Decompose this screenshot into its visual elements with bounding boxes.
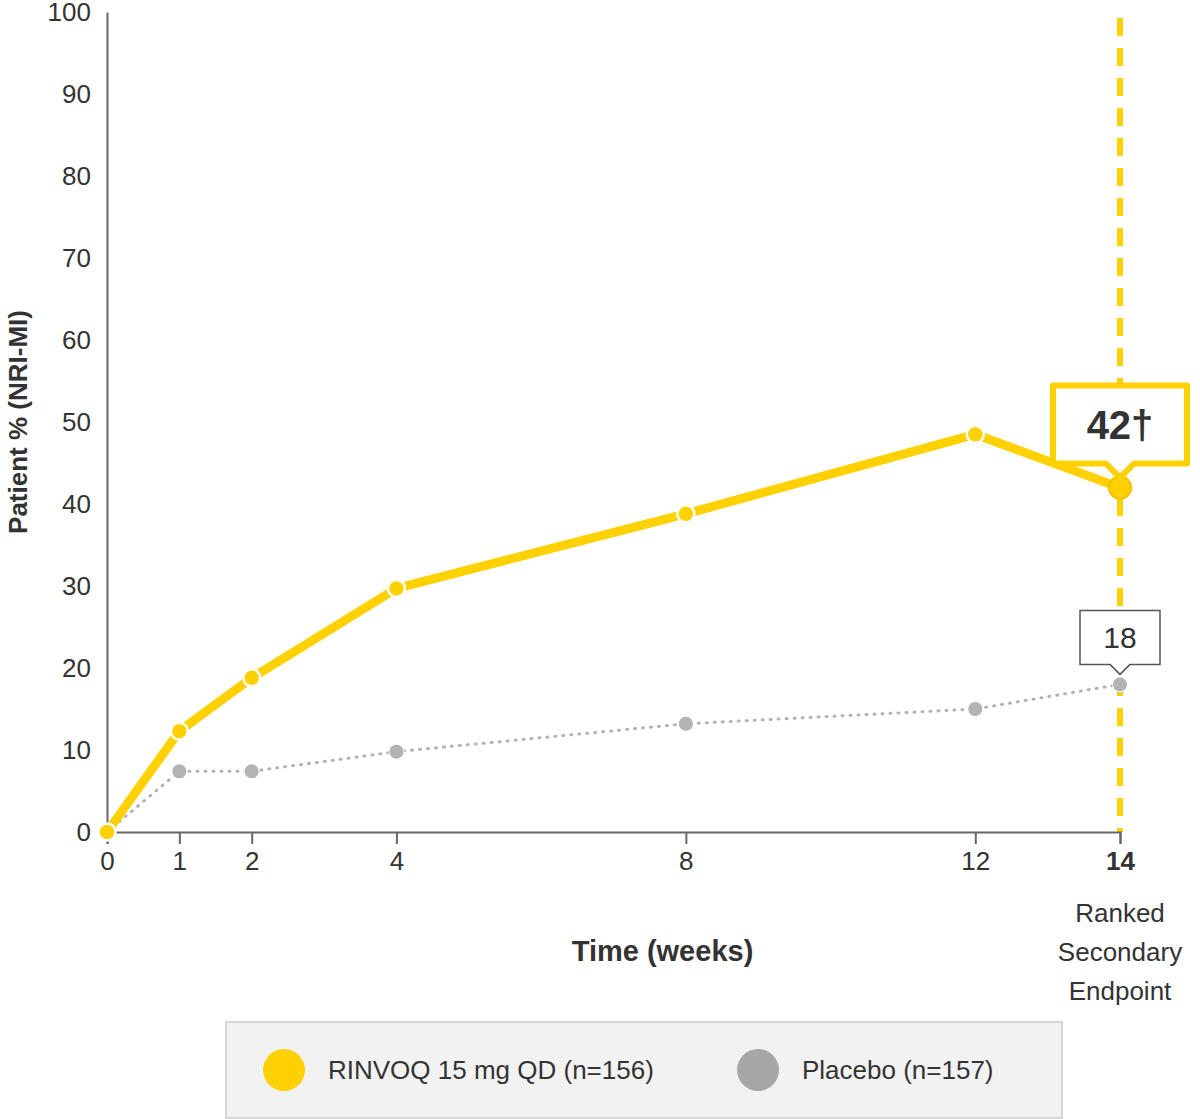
x-tick: 2 (245, 832, 259, 876)
y-tick: 70 (62, 243, 107, 273)
y-axis-title: Patient % (NRI-MI) (3, 310, 33, 534)
series-point (243, 669, 260, 686)
x-tick-label: 8 (679, 846, 693, 876)
plot-area (99, 426, 1132, 841)
y-tick: 20 (62, 653, 107, 683)
value-callout: 42† (1053, 386, 1187, 478)
x-axis-title: Time (weeks) (572, 935, 754, 967)
y-tick: 10 (62, 735, 107, 765)
x-tick: 1 (173, 832, 187, 876)
y-tick: 60 (62, 325, 107, 355)
series-line (107, 684, 1120, 832)
x-tick-label: 14 (1106, 846, 1135, 876)
x-axis-line (108, 833, 1121, 845)
y-tick-label: 100 (48, 0, 91, 27)
x-tick: 8 (679, 832, 693, 876)
series-line (107, 434, 1120, 832)
callout-box (1080, 610, 1160, 674)
x-axis: 012481214 (100, 832, 1135, 876)
y-axis: 0 10 20 30 40 50 60 70 80 90 100 (48, 0, 108, 847)
x-tick-mark (685, 832, 687, 844)
y-tick-label: 40 (62, 489, 91, 519)
x-tick-label: 12 (961, 846, 990, 876)
chart: RankedSecondaryEndpoint01248121401020304… (0, 0, 1200, 1119)
x-tick-mark (975, 832, 977, 844)
x-tick-label: 1 (173, 846, 187, 876)
series-point (677, 505, 694, 522)
x-tick: 12 (961, 832, 990, 876)
endpoint-label: RankedSecondaryEndpoint (1058, 898, 1182, 1006)
series-point (99, 824, 116, 841)
x-tick-mark (251, 832, 253, 844)
x-tick-mark (1120, 832, 1122, 844)
series-point (967, 426, 984, 443)
legend-swatch (263, 1049, 305, 1091)
series-point (172, 764, 187, 779)
data-label: 18 (1103, 621, 1136, 654)
y-tick: 90 (62, 79, 107, 109)
legend-swatch (737, 1049, 779, 1091)
y-tick: 100 (48, 0, 107, 27)
y-tick-label: 50 (62, 407, 91, 437)
y-tick-label: 80 (62, 161, 91, 191)
x-tick-label: 4 (390, 846, 404, 876)
x-tick: 4 (390, 832, 404, 876)
x-tick-label: 0 (100, 846, 114, 876)
x-tick-mark (396, 832, 398, 844)
x-tick: 14 (1106, 832, 1135, 876)
series-point (171, 723, 188, 740)
legend: RINVOQ 15 mg QD (n=156) Placebo (n=157) (226, 1022, 1062, 1118)
series-point (1113, 677, 1128, 692)
x-tick-mark (179, 832, 181, 844)
y-tick-label: 30 (62, 571, 91, 601)
legend-label: RINVOQ 15 mg QD (n=156) (328, 1055, 654, 1085)
y-axis-line (107, 13, 109, 833)
y-tick-label: 90 (62, 79, 91, 109)
series-point (389, 744, 404, 759)
y-tick-label: 10 (62, 735, 91, 765)
data-label: 42† (1087, 403, 1154, 447)
y-tick-label: 60 (62, 325, 91, 355)
x-tick-label: 2 (245, 846, 259, 876)
y-tick: 40 (62, 489, 107, 519)
y-tick: 80 (62, 161, 107, 191)
series-point (244, 764, 259, 779)
legend-box (226, 1022, 1062, 1118)
series-point (968, 702, 983, 717)
legend-label: Placebo (n=157) (802, 1055, 994, 1085)
series-point (678, 716, 693, 731)
y-tick: 50 (62, 407, 107, 437)
value-callout: 18 (1080, 610, 1160, 674)
series-point (100, 825, 115, 840)
y-tick-label: 20 (62, 653, 91, 683)
y-tick-label: 70 (62, 243, 91, 273)
y-tick-label: 0 (77, 817, 91, 847)
callout-box (1053, 386, 1187, 478)
series-point (388, 580, 405, 597)
y-tick: 30 (62, 571, 107, 601)
